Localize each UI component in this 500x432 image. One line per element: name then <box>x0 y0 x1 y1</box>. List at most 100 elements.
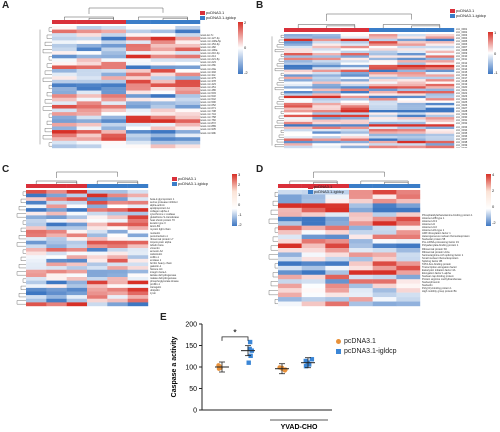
legend-label-pcdna: pcDNA3.1 <box>344 338 376 345</box>
heatmap-cell <box>175 101 201 106</box>
heatmap-cell <box>101 58 127 63</box>
row-label: histone H4 <box>150 268 163 272</box>
heatmap-cell <box>87 208 108 212</box>
heatmap-cell <box>369 110 398 113</box>
group-bar-cell <box>126 20 151 24</box>
heatmap-cell <box>340 126 370 130</box>
heatmap-cell <box>340 102 370 106</box>
heatmap-cell <box>369 57 398 61</box>
heatmap-cell <box>175 43 201 48</box>
row-label: circ_0020 <box>456 85 468 89</box>
heatmap-cell <box>340 124 370 127</box>
heatmap-cell <box>126 47 151 52</box>
heatmap-cell <box>127 237 149 241</box>
heatmap-cell <box>301 301 326 307</box>
row-label: Poly(rC)-binding protein 1 <box>422 287 452 291</box>
heatmap-cell <box>87 237 108 241</box>
heatmap-cell <box>76 115 102 120</box>
heatmap-cell <box>369 60 398 63</box>
heatmap-cell <box>397 36 426 39</box>
heatmap-cell <box>66 200 88 205</box>
heatmap-cell <box>76 51 102 55</box>
row-label: malate dehydrogenase <box>150 277 177 281</box>
heatmap-cell <box>301 261 326 267</box>
heatmap-cell <box>425 129 455 132</box>
heatmap-cell <box>312 72 341 75</box>
heatmap-cell <box>101 40 127 45</box>
heatmap-cell <box>126 72 151 77</box>
heatmap-cell <box>66 229 88 234</box>
heatmap-cell <box>52 90 77 95</box>
heatmap-cell <box>150 104 176 109</box>
heatmap-cell <box>397 64 426 68</box>
row-label: novel-mir-423 <box>200 82 216 86</box>
heatmap-cell <box>372 261 397 267</box>
heatmap-cell <box>312 64 341 68</box>
heatmap-cell <box>397 45 426 49</box>
heatmap-cell <box>301 292 326 298</box>
group-bar-cell <box>175 20 201 24</box>
row-label: glutathione S-transferase <box>150 216 179 220</box>
heatmap-cell <box>340 41 370 44</box>
row-label: novel-mir-214 <box>200 55 216 59</box>
heatmap-cell <box>369 74 398 77</box>
row-label: calreticulin <box>150 252 163 256</box>
heatmap-cell <box>101 94 127 98</box>
heatmap-cell <box>175 72 201 77</box>
heatmap-cell <box>349 212 373 217</box>
heatmap-cell <box>66 237 88 241</box>
row-label: cofilin-1 <box>150 255 159 259</box>
heatmap-cell <box>325 279 350 284</box>
heatmap-cell <box>87 277 108 281</box>
heatmap-cell <box>150 29 176 34</box>
row-dendrogram <box>268 192 278 304</box>
heatmap-cell <box>101 126 127 131</box>
heatmap-cell <box>46 237 67 241</box>
heatmap-cell <box>278 216 302 222</box>
heatmap-cell <box>369 93 398 96</box>
row-label: Phosphatidylethanolamine-binding protein… <box>422 214 473 217</box>
heatmap-cell <box>66 233 88 238</box>
heatmap-cell <box>107 287 128 292</box>
heatmap-cell <box>127 277 149 281</box>
heatmap-cell <box>52 137 77 142</box>
row-label: peroxiredoxin-1 <box>150 234 168 238</box>
group-bar-cell <box>278 184 302 188</box>
heatmap-cell <box>175 36 201 41</box>
heatmap-cell <box>340 83 370 87</box>
heatmap-cell <box>46 251 67 256</box>
heatmap-cell <box>26 193 47 198</box>
heatmap-cell <box>284 88 313 92</box>
panel-d: D pcDNA3.1 pcDNA3.1-igldcp 4 2 0 -2 Phos… <box>250 164 500 309</box>
heatmap-cell <box>278 243 302 249</box>
heatmap-cell <box>312 79 341 82</box>
heatmap-cell <box>372 279 397 284</box>
row-label: novel-mir-590 <box>200 101 216 105</box>
heatmap-cell <box>175 58 201 63</box>
heatmap-cell <box>150 83 176 88</box>
heatmap-cell <box>312 126 341 130</box>
heatmap-cell <box>372 207 397 213</box>
heatmap-cell <box>369 91 398 94</box>
heatmap-cell <box>175 108 201 113</box>
heatmap-cell <box>52 65 77 70</box>
heatmap-cell <box>46 190 67 194</box>
heatmap-cell <box>66 298 88 303</box>
row-label: novel-mir-542 <box>200 97 216 101</box>
heatmap-cell <box>312 67 341 70</box>
heatmap-cell <box>52 119 77 124</box>
heatmap-cell <box>397 117 426 120</box>
heatmap-cell <box>372 270 397 275</box>
heatmap-cell <box>397 131 426 134</box>
heatmap-cell <box>101 130 127 134</box>
heatmap-cell <box>150 122 176 127</box>
heatmap-cell <box>301 283 326 289</box>
heatmap-cell <box>312 121 341 125</box>
heatmap-cell <box>312 145 341 149</box>
heatmap-cell <box>397 48 426 51</box>
data-point-igldcp <box>247 339 253 345</box>
heatmap-cell <box>397 133 426 137</box>
heatmap-cell <box>397 60 426 63</box>
heatmap-cell <box>397 91 426 94</box>
heatmap-cell <box>325 239 350 244</box>
